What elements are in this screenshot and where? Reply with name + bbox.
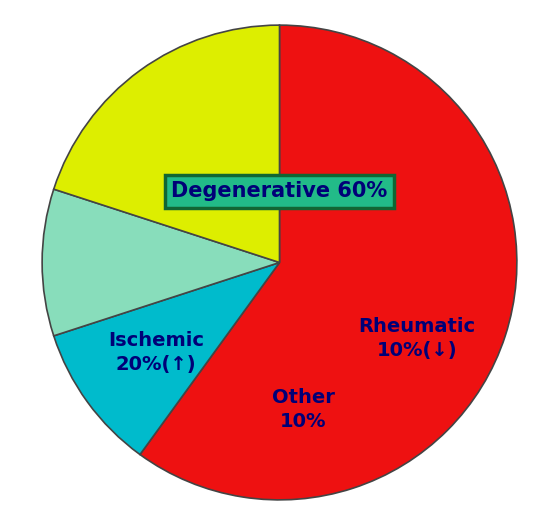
Wedge shape [42,189,280,336]
Wedge shape [54,262,280,455]
Wedge shape [54,25,280,262]
Text: Degenerative 60%: Degenerative 60% [172,181,387,201]
Text: Rheumatic
10%(↓): Rheumatic 10%(↓) [359,317,476,360]
Text: Ischemic
20%(↑): Ischemic 20%(↑) [108,331,204,374]
Text: Other
10%: Other 10% [272,388,335,431]
Wedge shape [140,25,517,500]
